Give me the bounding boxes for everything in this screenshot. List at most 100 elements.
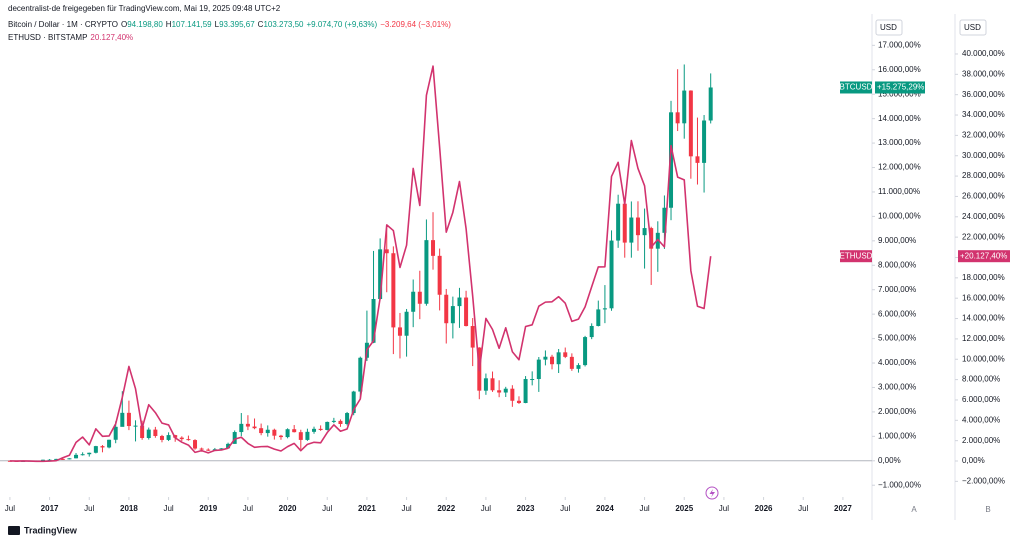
candle-body [583, 337, 588, 366]
candle-body [179, 437, 184, 440]
candle-body [93, 446, 98, 453]
x-tick-label: Jul [719, 504, 729, 513]
candle-body [107, 439, 112, 448]
x-tick-label: 2017 [41, 504, 59, 513]
y-tick-label: −1.000,00% [878, 480, 921, 489]
x-tick-label: Jul [322, 504, 332, 513]
axis-header-box[interactable] [959, 19, 987, 36]
candle-body [384, 249, 389, 254]
candle-body [305, 431, 310, 440]
ohlc-key: C [257, 20, 264, 29]
change: +9.074,70 (+9,63%) [306, 20, 378, 29]
candle-body [100, 446, 105, 448]
y2-tick-label: 24.000,00% [962, 212, 1005, 221]
candle-body [550, 356, 555, 365]
candle-body [688, 90, 693, 157]
candle-body [351, 391, 356, 414]
candle-body [609, 240, 614, 309]
candle-body [464, 297, 469, 327]
candle-body [199, 448, 204, 450]
candle-body [497, 390, 502, 393]
candle-body [146, 429, 151, 439]
y2-tick-label: 22.000,00% [962, 232, 1005, 241]
y-tick-label: 0,00% [878, 456, 901, 465]
candle-body [682, 90, 687, 124]
y-tick-label: 13.000,00% [878, 138, 921, 147]
candle-body [298, 432, 303, 440]
x-tick-label: 2023 [517, 504, 535, 513]
candle-body [702, 120, 707, 163]
candle-body [113, 426, 118, 440]
candle-body [74, 454, 79, 459]
y2-tick-label: 28.000,00% [962, 171, 1005, 180]
candle-body [457, 297, 462, 307]
candle-body [331, 420, 336, 422]
candle-body [239, 423, 244, 433]
y2-tick-label: 14.000,00% [962, 314, 1005, 323]
candle-body [226, 443, 231, 449]
candle-body [272, 429, 277, 436]
axis-mode[interactable]: B [985, 505, 990, 514]
candle-body [245, 423, 250, 427]
x-tick-label: Jul [798, 504, 808, 513]
series-name-tag [840, 81, 872, 94]
candle-body [166, 435, 171, 440]
ohlc-value: 103.273,50 [263, 20, 304, 29]
candle-body [655, 232, 660, 249]
candle-body [252, 426, 257, 429]
candle-body [312, 428, 317, 432]
last-value-label: +15.275,29% [877, 83, 924, 92]
series-name-tag-label: BTCUSD [840, 83, 873, 92]
candle-body [516, 400, 521, 404]
series-name-tag-label: ETHUSD [840, 251, 873, 260]
candle-body [483, 378, 488, 391]
candle-body [622, 203, 627, 243]
y2-tick-label: 18.000,00% [962, 273, 1005, 282]
axis-header: USD [880, 23, 897, 32]
x-tick-label: 2020 [279, 504, 297, 513]
series-name-tag [840, 250, 872, 263]
candle-body [338, 420, 343, 425]
y2-tick-label: 12.000,00% [962, 334, 1005, 343]
candle-body [404, 311, 409, 336]
candle-body [80, 454, 85, 456]
candle-body [530, 379, 535, 381]
logo [8, 526, 20, 535]
candle-body [675, 112, 680, 124]
candle-body [153, 429, 158, 436]
candle-body [47, 459, 52, 461]
candle-body [397, 327, 402, 336]
y-tick-label: 12.000,00% [878, 163, 921, 172]
y2-tick-label: 34.000,00% [962, 110, 1005, 119]
candle-body [662, 207, 667, 233]
candle-body [259, 428, 264, 434]
candle-body [417, 291, 422, 304]
last-value-label: +20.127,40% [960, 251, 1007, 260]
candle-body [133, 425, 138, 427]
candle-body [358, 357, 363, 392]
candle-body [371, 299, 376, 343]
ohlc-key: O [120, 20, 128, 29]
axis-header-box[interactable] [875, 19, 903, 36]
x-tick-label: Jul [163, 504, 173, 513]
candle-body [219, 448, 224, 450]
candle-body [450, 306, 455, 324]
candle-body [120, 412, 125, 427]
y-tick-label: 7.000,00% [878, 285, 916, 294]
x-tick-label: Jul [243, 504, 253, 513]
candle-body [193, 440, 198, 449]
y-tick-label: 10.000,00% [878, 212, 921, 221]
y2-tick-label: 36.000,00% [962, 90, 1005, 99]
candle-body [503, 388, 508, 393]
y2-tick-label: −2.000,00% [962, 476, 1005, 485]
candle-body [569, 356, 574, 369]
candle-body [563, 352, 568, 357]
axis-mode[interactable]: A [911, 505, 917, 514]
x-tick-label: 2024 [596, 504, 614, 513]
candle-body [510, 388, 515, 401]
candle-body [576, 365, 581, 369]
share-line: decentralist-de freigegeben für TradingV… [8, 4, 281, 13]
candle-body [708, 87, 713, 121]
